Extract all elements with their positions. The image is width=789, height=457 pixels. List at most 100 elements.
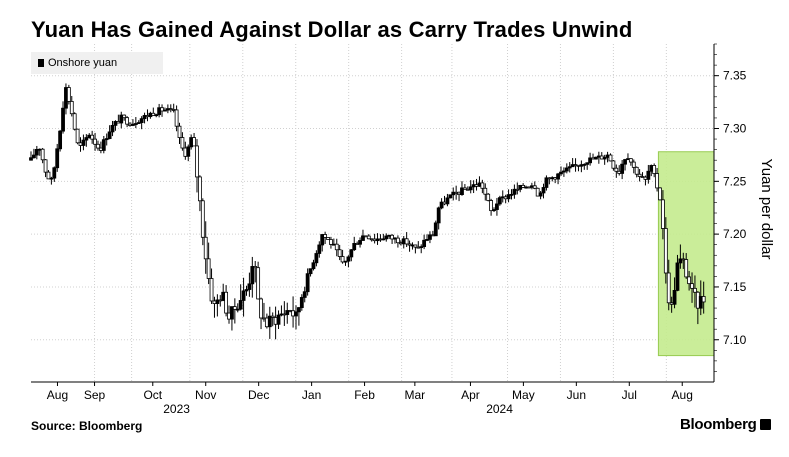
- candle: [614, 164, 619, 178]
- candle: [661, 190, 665, 240]
- year-label: 2023: [163, 402, 190, 416]
- candle: [628, 158, 633, 166]
- candle: [361, 229, 365, 241]
- candle: [256, 261, 261, 300]
- candle: [113, 120, 118, 131]
- candle-body: [241, 290, 246, 301]
- candle-body: [256, 267, 261, 300]
- candle: [390, 234, 394, 244]
- candle-body: [90, 134, 95, 140]
- candle-body: [655, 173, 659, 189]
- candle: [521, 183, 526, 189]
- candle: [433, 220, 438, 237]
- candle-body: [163, 109, 167, 112]
- candle: [620, 160, 625, 180]
- candle: [585, 162, 590, 170]
- candle: [556, 172, 560, 185]
- candle: [564, 163, 569, 174]
- candle: [299, 294, 304, 311]
- candle: [366, 234, 371, 240]
- candle: [559, 166, 563, 177]
- candle: [422, 234, 427, 250]
- candle: [658, 187, 662, 201]
- candle-body: [425, 239, 429, 241]
- candle: [110, 120, 115, 137]
- candle: [323, 231, 328, 244]
- candle: [119, 111, 124, 129]
- candle-body: [634, 166, 639, 175]
- x-tick-label: Apr: [461, 388, 480, 402]
- candle-body: [174, 109, 179, 127]
- candle: [337, 244, 342, 261]
- candle: [343, 260, 348, 266]
- legend-swatch: [38, 59, 44, 67]
- candle: [594, 156, 598, 160]
- candle-body: [186, 146, 191, 157]
- candle-body: [101, 139, 106, 151]
- candle-body: [521, 184, 526, 188]
- candle: [646, 164, 651, 184]
- candle-body: [72, 113, 77, 130]
- candle: [209, 268, 214, 304]
- candle-body: [160, 107, 164, 112]
- candle-body: [358, 240, 362, 245]
- candle: [232, 298, 237, 324]
- candle: [561, 167, 566, 177]
- x-tick-label: Nov: [195, 388, 216, 402]
- y-tick-label: 7.15: [723, 280, 747, 294]
- x-tick-label: Jun: [567, 388, 586, 402]
- candle-body: [200, 200, 205, 238]
- candle: [538, 191, 543, 200]
- candle-body: [582, 163, 587, 166]
- candle-body: [224, 291, 229, 314]
- candle: [267, 306, 272, 339]
- candle-body: [215, 299, 220, 304]
- candle-body: [381, 238, 386, 241]
- candle: [492, 207, 496, 213]
- candle: [329, 236, 333, 249]
- candle: [133, 117, 138, 129]
- candle-body: [448, 194, 453, 199]
- candle: [358, 237, 362, 248]
- candle: [468, 180, 473, 194]
- candle: [250, 256, 255, 298]
- candle-body: [49, 177, 54, 180]
- candle-body: [556, 173, 560, 180]
- candle-body: [334, 243, 339, 251]
- candle: [308, 268, 313, 277]
- candle-body: [631, 161, 636, 168]
- candle: [34, 145, 39, 160]
- candle: [384, 233, 389, 242]
- candle: [631, 159, 636, 174]
- candle: [346, 255, 351, 268]
- y-tick-label: 7.35: [723, 69, 747, 83]
- candlestick-series: [29, 83, 706, 340]
- candle-body: [276, 314, 281, 325]
- candle: [334, 238, 339, 257]
- candle-body: [407, 243, 412, 246]
- candle: [302, 286, 307, 303]
- candle: [311, 259, 316, 271]
- candle-body: [564, 167, 569, 172]
- candle: [652, 163, 657, 178]
- chart-title: Yuan Has Gained Against Dollar as Carry …: [31, 17, 633, 42]
- candle: [136, 120, 141, 124]
- candle-body: [34, 148, 39, 156]
- candle: [101, 135, 106, 154]
- candle-body: [326, 237, 330, 240]
- candle: [381, 233, 386, 241]
- legend: Onshore yuan: [31, 52, 163, 74]
- candle-body: [468, 186, 473, 191]
- candle: [186, 144, 191, 162]
- candle: [125, 116, 129, 128]
- candle-body: [32, 154, 36, 159]
- candle: [241, 277, 246, 317]
- candle: [693, 275, 697, 308]
- candle-body: [139, 118, 144, 123]
- candle-body: [366, 235, 371, 240]
- candle: [177, 122, 182, 144]
- candle-body: [299, 297, 304, 309]
- candle-body: [684, 259, 689, 278]
- candle-body: [96, 143, 100, 149]
- candle-body: [349, 249, 354, 258]
